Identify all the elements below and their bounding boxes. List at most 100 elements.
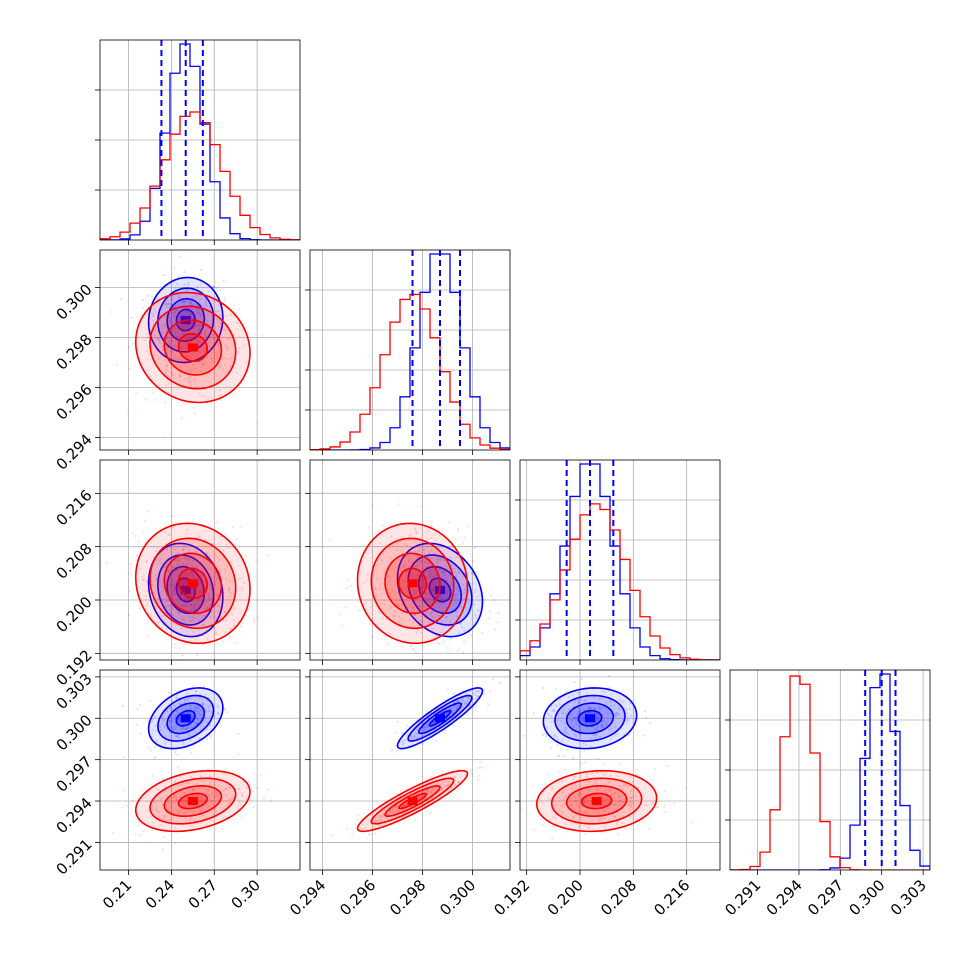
contour-line: [356, 769, 469, 833]
scatter-point: [419, 588, 423, 591]
scatter-point: [194, 709, 197, 713]
scatter-point: [472, 706, 475, 709]
scatter-point: [618, 708, 621, 711]
scatter-point: [158, 620, 161, 623]
scatter-point: [167, 382, 170, 385]
scatter-point: [229, 591, 232, 594]
scatter-point: [171, 719, 174, 722]
scatter-point: [573, 680, 576, 683]
scatter-point: [407, 565, 410, 568]
contour-line: [580, 792, 613, 810]
scatter-point: [564, 726, 567, 729]
scatter-point: [549, 818, 552, 821]
scatter-point: [180, 728, 183, 731]
scatter-point: [475, 617, 478, 620]
scatter-point: [420, 615, 423, 618]
scatter-point: [374, 587, 377, 590]
scatter-point: [164, 531, 167, 534]
scatter-point: [442, 731, 445, 734]
scatter-point: [446, 591, 449, 594]
scatter-point: [224, 363, 227, 366]
scatter-point: [571, 812, 574, 815]
scatter-point: [149, 722, 152, 725]
scatter-point: [175, 697, 178, 700]
scatter-point: [213, 337, 216, 340]
scatter-point: [366, 823, 369, 826]
panel-content: [100, 670, 300, 870]
scatter-point: [628, 802, 631, 805]
contour-line: [175, 308, 196, 332]
scatter-point: [448, 620, 452, 623]
scatter-point: [224, 788, 227, 791]
scatter-point: [218, 366, 221, 369]
scatter-point: [483, 688, 486, 691]
scatter-point: [557, 754, 560, 758]
contour-line: [163, 319, 223, 376]
scatter-point: [173, 704, 176, 707]
scatter-point: [435, 634, 438, 637]
scatter-point: [579, 811, 582, 814]
contour-line: [370, 777, 455, 825]
scatter-point: [564, 822, 567, 825]
scatter-point: [193, 708, 196, 711]
scatter-point: [409, 533, 412, 536]
scatter-point: [603, 816, 606, 819]
scatter-point: [429, 776, 432, 779]
contour-line: [177, 792, 208, 810]
scatter-point: [201, 808, 205, 811]
scatter-point: [555, 704, 558, 707]
scatter-point: [430, 587, 434, 590]
scatter-point: [461, 689, 464, 692]
scatter-point: [464, 585, 467, 588]
contour-line: [166, 297, 206, 343]
scatter-point: [488, 610, 491, 613]
scatter-point: [367, 833, 370, 836]
scatter-point: [409, 603, 412, 606]
scatter-point: [402, 742, 405, 745]
scatter-point: [157, 788, 160, 791]
scatter-point: [466, 700, 469, 703]
scatter-point: [599, 707, 602, 710]
scatter-point: [586, 812, 589, 815]
panel-frame: [309, 249, 511, 451]
scatter-point: [190, 603, 193, 606]
scatter-point: [155, 549, 158, 553]
scatter-point: [627, 785, 630, 789]
scatter-point: [571, 789, 574, 792]
scatter-point: [159, 798, 163, 801]
scatter-point: [224, 631, 227, 634]
scatter-point: [364, 826, 367, 829]
scatter-point: [450, 564, 453, 567]
scatter-point: [142, 529, 145, 533]
scatter-point: [421, 567, 424, 570]
scatter-point: [151, 718, 154, 721]
scatter-point: [607, 806, 610, 809]
scatter-point: [369, 833, 372, 836]
scatter-point: [582, 719, 585, 722]
scatter-point: [173, 718, 176, 721]
scatter-point: [423, 585, 426, 588]
scatter-point: [175, 753, 178, 756]
scatter-point: [374, 818, 377, 821]
x-tick-label: 0.296: [336, 876, 379, 919]
scatter-point: [615, 802, 618, 805]
scatter-point: [188, 323, 191, 326]
scatter-point: [241, 622, 244, 625]
scatter-point: [251, 790, 255, 793]
scatter-point: [408, 556, 411, 559]
scatter-point: [411, 647, 415, 650]
scatter-point: [413, 599, 416, 602]
scatter-point: [426, 585, 429, 588]
scatter-point: [173, 333, 176, 337]
scatter-point: [170, 810, 173, 814]
scatter-point: [206, 592, 209, 595]
scatter-point: [381, 559, 384, 562]
scatter-point: [588, 826, 591, 829]
scatter-point: [165, 364, 168, 367]
scatter-point: [191, 334, 194, 337]
histogram-step-1: [310, 293, 510, 450]
scatter-point: [216, 704, 219, 707]
scatter-point: [421, 742, 424, 745]
scatter-point: [228, 588, 231, 591]
scatter-point: [637, 786, 640, 789]
